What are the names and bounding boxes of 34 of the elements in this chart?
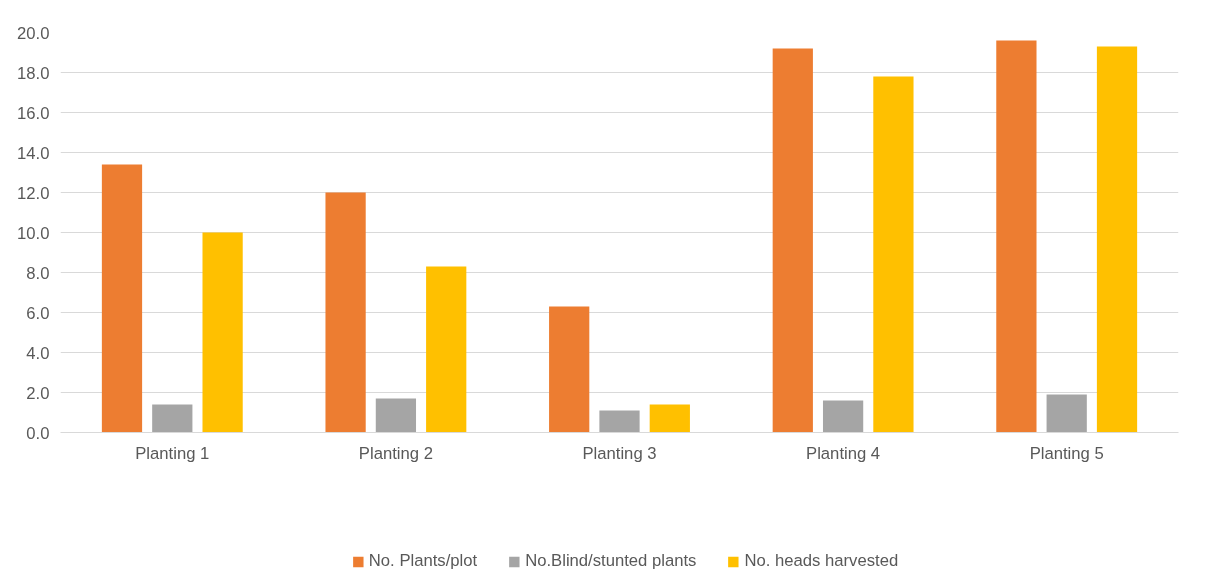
y-tick-label: 4.0 <box>26 343 50 363</box>
bar <box>375 398 417 433</box>
bar <box>202 232 243 433</box>
y-tick-label: 8.0 <box>26 263 50 283</box>
y-tick-label: 2.0 <box>26 383 50 403</box>
x-tick-label: Planting 3 <box>582 443 657 463</box>
y-tick-label: 0.0 <box>26 423 50 443</box>
legend-label: No. Plants/plot <box>368 551 478 572</box>
bar <box>996 40 1037 433</box>
y-tick-label: 16.0 <box>17 103 50 123</box>
legend-label: No.Blind/stunted plants <box>525 551 697 572</box>
bar <box>1046 394 1087 433</box>
y-tick-label: 10.0 <box>17 223 50 243</box>
y-tick-label: 6.0 <box>26 303 50 323</box>
bar <box>325 192 366 433</box>
legend-label: No. heads harvested <box>744 551 899 572</box>
y-tick-label: 18.0 <box>17 63 50 83</box>
bar <box>426 266 467 433</box>
bar <box>649 404 690 433</box>
bar <box>772 48 813 433</box>
bar <box>152 404 193 433</box>
bar <box>822 400 864 433</box>
bar <box>599 410 640 433</box>
y-tick-label: 12.0 <box>17 183 50 203</box>
bar <box>549 306 590 433</box>
bar <box>1096 46 1138 433</box>
y-tick-label: 20.0 <box>17 23 50 43</box>
bar <box>873 76 914 433</box>
x-tick-label: Planting 2 <box>358 443 433 463</box>
x-tick-label: Planting 5 <box>1029 443 1104 463</box>
x-tick-label: Planting 4 <box>806 443 881 463</box>
x-tick-label: Planting 1 <box>135 443 210 463</box>
bar <box>101 164 143 433</box>
y-tick-label: 14.0 <box>17 143 50 163</box>
